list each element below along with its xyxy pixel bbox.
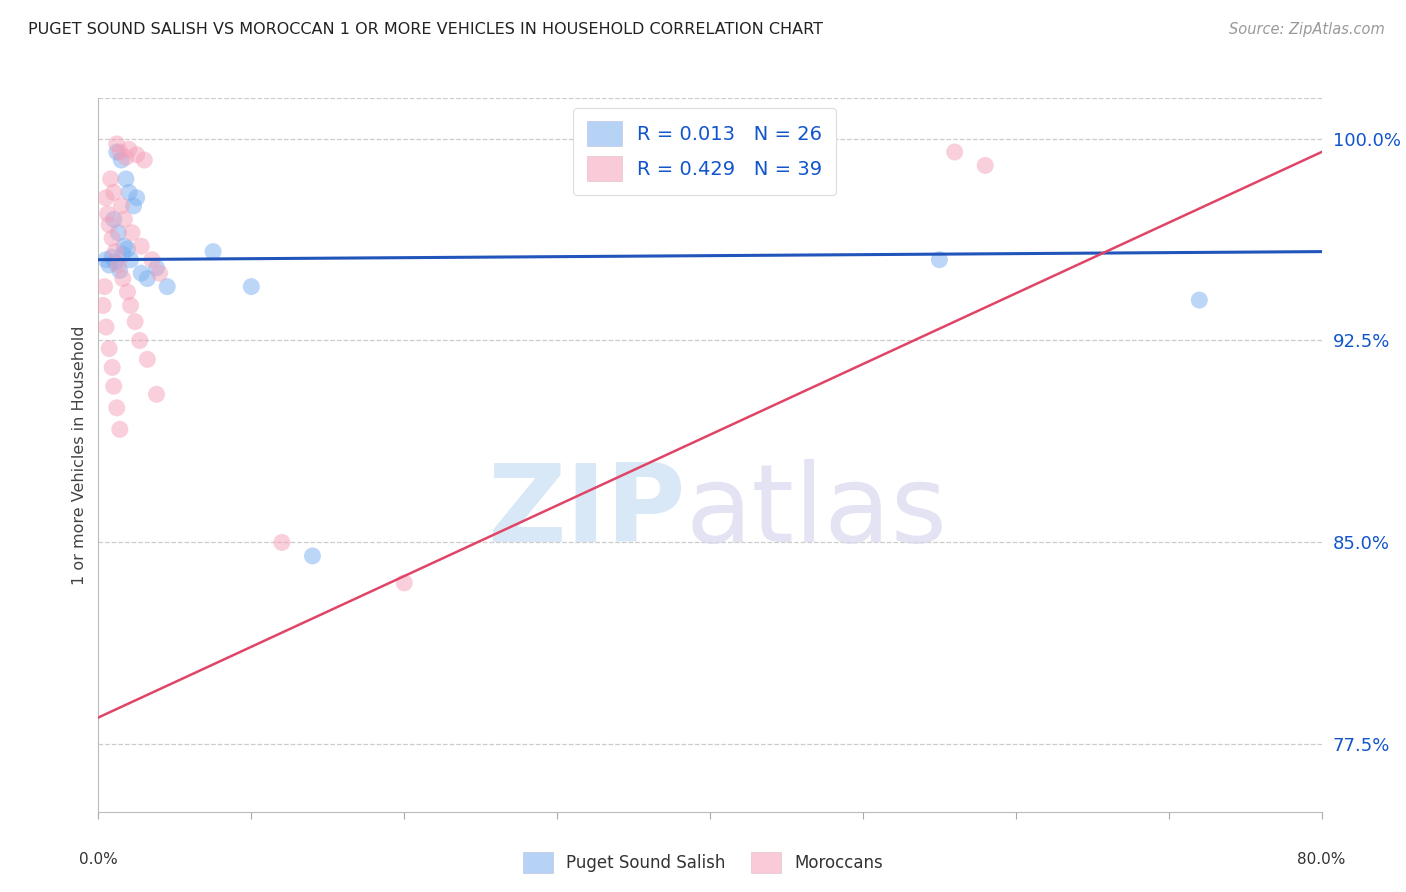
Point <box>112 212 135 227</box>
Point <box>120 298 142 312</box>
Point <box>93 279 115 293</box>
Point <box>110 153 132 167</box>
Point <box>98 258 121 272</box>
Point <box>149 266 172 280</box>
Point <box>125 191 148 205</box>
Point <box>240 279 263 293</box>
Point <box>136 352 159 367</box>
Point <box>128 334 150 348</box>
Point <box>117 285 139 299</box>
Legend: Puget Sound Salish, Moroccans: Puget Sound Salish, Moroccans <box>516 846 890 880</box>
Point <box>115 150 138 164</box>
Text: 0.0%: 0.0% <box>79 852 118 867</box>
Point <box>301 549 323 563</box>
Point <box>103 186 125 200</box>
Point <box>943 145 966 159</box>
Point <box>97 207 120 221</box>
Text: PUGET SOUND SALISH VS MOROCCAN 1 OR MORE VEHICLES IN HOUSEHOLD CORRELATION CHART: PUGET SOUND SALISH VS MOROCCAN 1 OR MORE… <box>28 22 823 37</box>
Point <box>145 387 167 401</box>
Point <box>112 239 135 253</box>
Point <box>105 401 128 415</box>
Point <box>94 252 117 267</box>
Point <box>134 153 156 167</box>
Point <box>202 244 225 259</box>
Point <box>125 147 148 161</box>
Point <box>101 360 124 375</box>
Point <box>928 252 950 267</box>
Point <box>145 260 167 275</box>
Point <box>121 226 143 240</box>
Point <box>98 342 121 356</box>
Point <box>91 298 114 312</box>
Point <box>115 172 138 186</box>
Point <box>104 244 127 259</box>
Point <box>98 218 121 232</box>
Point <box>105 145 128 159</box>
Point <box>129 239 152 253</box>
Point <box>108 422 131 436</box>
Point <box>108 145 131 159</box>
Point <box>118 142 141 156</box>
Point <box>270 535 294 549</box>
Point <box>107 226 129 240</box>
Point <box>101 231 124 245</box>
Point <box>141 252 163 267</box>
Text: 80.0%: 80.0% <box>1298 852 1346 867</box>
Text: atlas: atlas <box>686 459 948 565</box>
Point <box>105 136 128 151</box>
Point <box>118 186 141 200</box>
Text: ZIP: ZIP <box>486 459 686 565</box>
Point <box>129 266 152 280</box>
Text: Source: ZipAtlas.com: Source: ZipAtlas.com <box>1229 22 1385 37</box>
Point <box>117 242 139 256</box>
Point <box>104 255 127 269</box>
Point <box>110 199 132 213</box>
Point <box>974 158 997 172</box>
Point <box>392 575 416 590</box>
Y-axis label: 1 or more Vehicles in Household: 1 or more Vehicles in Household <box>72 326 87 584</box>
Point <box>107 258 129 272</box>
Point <box>120 252 142 267</box>
Point <box>111 247 134 261</box>
Point <box>103 379 125 393</box>
Point <box>94 320 117 334</box>
Point <box>156 279 179 293</box>
Point <box>103 212 125 227</box>
Point <box>111 271 134 285</box>
Point <box>94 191 117 205</box>
Point <box>124 315 146 329</box>
Point <box>108 263 131 277</box>
Point <box>122 199 145 213</box>
Point <box>100 172 122 186</box>
Legend: R = 0.013   N = 26, R = 0.429   N = 39: R = 0.013 N = 26, R = 0.429 N = 39 <box>574 108 837 194</box>
Point <box>1188 293 1211 307</box>
Point <box>101 250 124 264</box>
Point <box>136 271 159 285</box>
